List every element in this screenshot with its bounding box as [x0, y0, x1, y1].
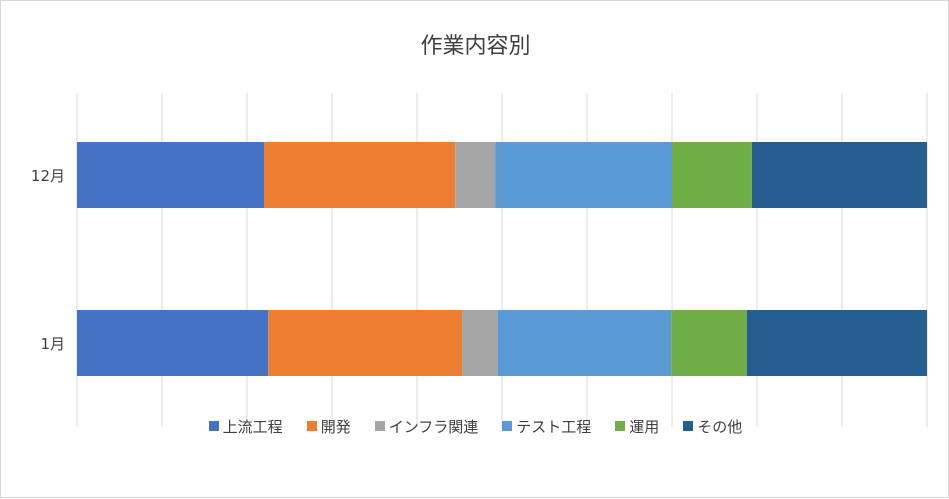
bar-segment-0-2 — [455, 142, 496, 208]
legend-item: 上流工程 — [208, 416, 283, 437]
legend-swatch — [374, 421, 385, 431]
legend-item: 運用 — [615, 416, 659, 437]
bar-segment-0-0 — [77, 142, 264, 208]
legend-swatch — [306, 421, 317, 431]
bar-segment-0-1 — [264, 142, 456, 208]
bar-segment-1-5 — [746, 310, 927, 376]
legend-item: 開発 — [306, 416, 351, 437]
bar-segment-1-1 — [268, 310, 463, 376]
chart-title: 作業内容別 — [420, 34, 531, 59]
legend: 上流工程 開発 インフラ関連 テスト工程 運用 その他 — [1, 414, 949, 438]
legend-swatch — [208, 421, 219, 431]
legend-swatch — [683, 421, 694, 431]
legend-label: 運用 — [629, 417, 660, 436]
bar-segment-1-3 — [497, 310, 672, 376]
legend-label: インフラ関連 — [388, 417, 479, 436]
category-label: 1月 — [40, 335, 65, 353]
legend-label: その他 — [697, 417, 743, 436]
bar-segment-0-5 — [751, 142, 927, 208]
category-label: 12月 — [31, 167, 65, 185]
bar-segment-0-4 — [672, 142, 752, 208]
bar-segment-1-4 — [671, 310, 747, 376]
legend-item: テスト工程 — [502, 416, 591, 437]
legend-label: テスト工程 — [516, 417, 592, 436]
legend-label: 上流工程 — [222, 417, 283, 436]
bar-segment-0-3 — [495, 142, 672, 208]
bar-segment-1-0 — [77, 310, 269, 376]
legend-swatch — [615, 421, 626, 431]
legend-item: インフラ関連 — [374, 416, 479, 437]
legend-swatch — [502, 421, 513, 431]
legend-item: その他 — [683, 416, 742, 437]
legend-label: 開発 — [320, 417, 351, 436]
bar-segment-1-2 — [462, 310, 498, 376]
